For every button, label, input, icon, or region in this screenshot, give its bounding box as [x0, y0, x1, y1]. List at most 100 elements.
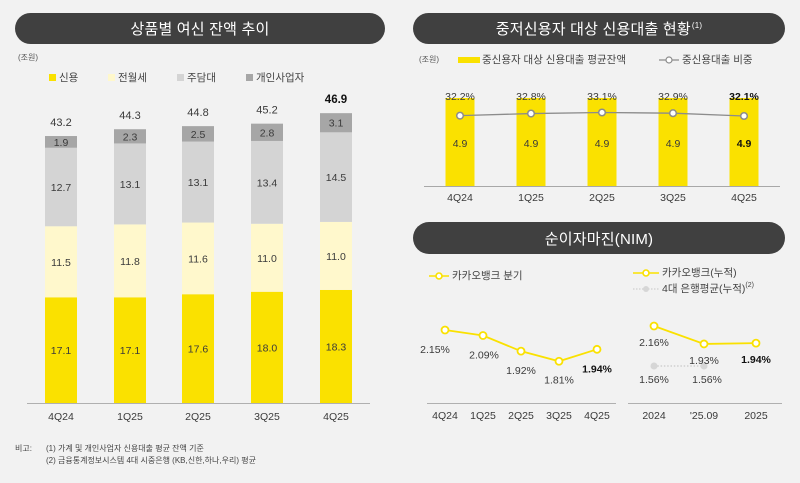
bar-segment-2: [320, 221, 352, 290]
bar-value-label: 11.0: [257, 253, 277, 265]
bar-segment-2: [182, 222, 214, 295]
bar-value-label: 13.1: [188, 177, 209, 189]
share-value-label: 33.1%: [587, 91, 617, 103]
bar-value-label: 17.1: [120, 345, 141, 357]
bar-total-label: 43.2: [50, 117, 71, 129]
bar-segment-1: [45, 297, 77, 403]
nim-big4-label: 1.56%: [692, 374, 722, 386]
bar-value-label: 11.5: [51, 257, 71, 269]
bar-value-label: 13.4: [257, 177, 278, 189]
x-tick-label: 2Q25: [185, 411, 211, 423]
x-tick-label: 3Q25: [254, 411, 280, 423]
footnote-2: (2) 금융통계정보시스템 4대 시중은행 (KB,신한,하나,우리) 평균: [46, 456, 256, 465]
legend-swatch-credit: [49, 74, 56, 81]
bar-value-label: 2.3: [123, 131, 138, 143]
bar-value-label: 2.5: [191, 129, 206, 141]
legend-yellow-line-marker-icon: [429, 271, 449, 280]
x-tick-label: 1Q25: [470, 410, 496, 422]
nim-cumulative-point: [751, 338, 761, 348]
legend-swatch-mortgage: [177, 74, 184, 81]
bar-value-label: 4.9: [666, 138, 681, 150]
x-tick-label: 4Q25: [323, 411, 349, 423]
share-point: [597, 108, 607, 117]
nim-cumulative-label: 1.93%: [689, 355, 719, 367]
bar-value-label: 13.1: [120, 179, 141, 191]
nim-quarterly-line: [444, 329, 598, 363]
bar-segment-2: [45, 226, 77, 298]
nim-quarterly-point: [440, 325, 450, 335]
x-tick-label: 1Q25: [117, 411, 143, 423]
bar-segment-4: [45, 136, 77, 148]
bar-value-label: 12.7: [51, 182, 72, 194]
bar-value-label: 4.9: [595, 138, 610, 150]
bar-segment-3: [182, 141, 214, 223]
share-point: [739, 111, 749, 121]
bar-value-label: 17.6: [188, 344, 209, 356]
x-tick-label: 2025: [744, 410, 768, 422]
x-tick-label: 3Q25: [546, 410, 572, 422]
x-tick-label: 4Q24: [432, 410, 458, 422]
bar-segment-3: [114, 143, 146, 225]
bar-segment-2: [114, 224, 146, 298]
share-value-label: 32.2%: [445, 91, 475, 103]
legend-label-mid-credit-share: 중신용대출 비중: [682, 54, 753, 66]
nim-cumulative-point: [699, 339, 709, 349]
legend-item-jeonse: 전월세: [108, 70, 147, 85]
share-value-label: 32.8%: [516, 91, 546, 103]
nim-quarterly-label: 1.94%: [582, 363, 612, 375]
footnotes: 비고: (1) 가계 및 개인사업자 신용대출 평균 잔액 기준 (2) 금융통…: [15, 443, 415, 473]
legend-item-mortgage: 주담대: [177, 70, 216, 85]
legend-yellow-line-marker-icon: [633, 268, 659, 277]
share-point: [526, 109, 536, 118]
loan-balance-title-text: 상품별 여신 잔액 추이: [130, 21, 270, 38]
bar-value-label: 2.8: [260, 127, 275, 139]
nim-big4-point: [700, 362, 708, 370]
nim-cumulative-point: [649, 321, 659, 331]
legend-item-mid-credit-balance: 중신용자 대상 신용대출 평균잔액: [458, 52, 626, 67]
legend-label-sme: 개인사업자: [256, 72, 305, 84]
bar-segment-4: [114, 129, 146, 144]
bar-value-label: 18.0: [257, 342, 278, 354]
legend-item-credit: 신용: [49, 70, 78, 85]
legend-item-sme: 개인사업자: [246, 70, 304, 85]
legend-label-nim-big4: 4대 은행평균(누적): [662, 283, 746, 295]
mid-credit-loan-title-sup: (1): [691, 21, 703, 30]
bar-segment-1: [320, 289, 352, 403]
bar-value-label: 11.0: [326, 251, 346, 263]
legend-label-jeonse: 전월세: [118, 72, 147, 84]
loan-balance-title: 상품별 여신 잔액 추이: [15, 13, 385, 44]
share-point: [668, 109, 678, 118]
legend-swatch-jeonse: [108, 74, 115, 81]
legend-item-nim-quarterly: 카카오뱅크 분기: [428, 268, 523, 283]
bar-value-label: 4.9: [737, 138, 752, 150]
legend-label-mid-credit-balance: 중신용자 대상 신용대출 평균잔액: [482, 54, 626, 66]
x-tick-label: 2Q25: [508, 410, 534, 422]
mid-credit-loan-unit: (조원): [419, 55, 440, 64]
legend-swatch-mid-credit-balance: [458, 56, 480, 63]
loan-balance-unit: (조원): [18, 53, 39, 62]
mid-credit-loan-title: 중저신용자 대상 신용대출 현황 (1): [413, 13, 785, 44]
bar-value-label: 4.9: [453, 138, 468, 150]
x-tick-label: 2024: [642, 410, 666, 422]
legend-gray-dotted-marker-icon: [633, 285, 659, 292]
bar-segment-1: [251, 291, 283, 403]
nim-quarterly-point: [554, 356, 564, 366]
legend-label-mortgage: 주담대: [187, 72, 216, 84]
share-value-label: 32.9%: [658, 91, 688, 103]
legend-label-nim-cumulative: 카카오뱅크(누적): [662, 267, 737, 279]
bar-segment-1: [182, 294, 214, 403]
bar-segment-4: [251, 123, 283, 141]
legend-swatch-sme: [246, 74, 253, 81]
bar-segment-4: [320, 113, 352, 133]
x-tick-label: 4Q25: [731, 192, 757, 204]
bar-value-label: 1.9: [54, 137, 69, 149]
legend-label-nim-big4-sup: (2): [745, 282, 754, 289]
x-tick-label: '25.09: [690, 410, 718, 422]
mid-credit-loan-title-text: 중저신용자 대상 신용대출 현황: [495, 21, 691, 38]
bar-segment-2: [251, 223, 283, 292]
bar-segment-4: [182, 126, 214, 142]
footnotes-label: 비고:: [15, 444, 32, 453]
